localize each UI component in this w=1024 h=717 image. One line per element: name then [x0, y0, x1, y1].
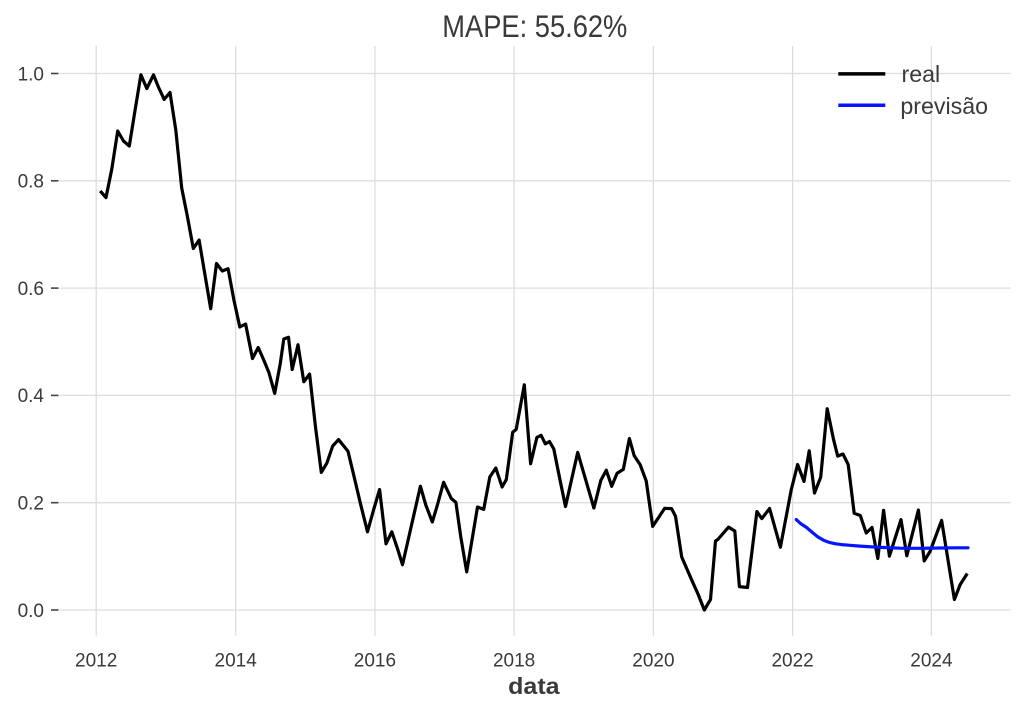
svg-text:2018: 2018 [493, 650, 535, 671]
svg-text:0.2: 0.2 [18, 494, 44, 515]
svg-text:previsão: previsão [900, 93, 988, 119]
svg-text:2024: 2024 [910, 650, 953, 671]
svg-text:2022: 2022 [771, 650, 813, 671]
svg-text:2012: 2012 [75, 650, 117, 671]
svg-text:0.6: 0.6 [18, 279, 44, 300]
svg-text:0.8: 0.8 [18, 172, 44, 193]
svg-text:2020: 2020 [632, 650, 674, 671]
svg-text:2014: 2014 [215, 650, 258, 671]
svg-text:MAPE: 55.62%: MAPE: 55.62% [442, 8, 627, 44]
svg-text:0.4: 0.4 [18, 386, 45, 407]
svg-text:0.0: 0.0 [18, 601, 44, 622]
svg-text:2016: 2016 [354, 650, 396, 671]
svg-text:data: data [508, 673, 560, 699]
svg-text:real: real [902, 61, 941, 87]
svg-text:1.0: 1.0 [18, 64, 44, 85]
